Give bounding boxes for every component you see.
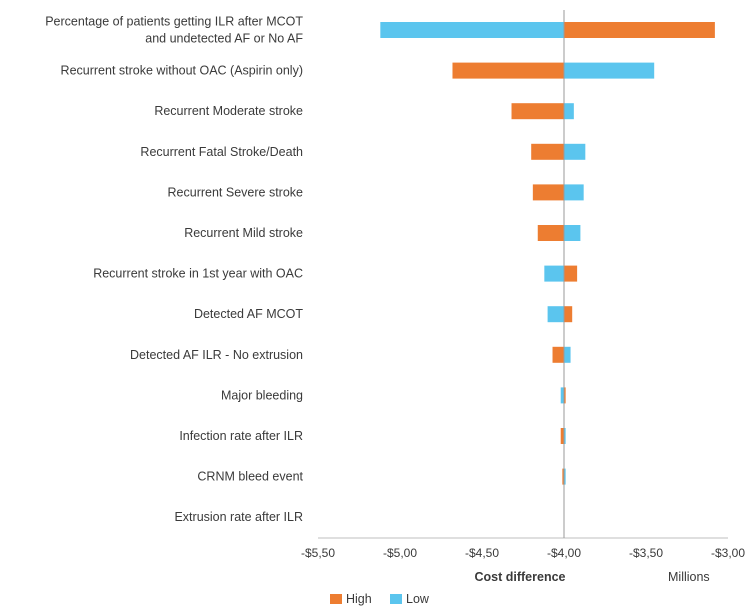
bar-low-11 [564,468,566,485]
x-tick-label-2: -$4,50 [465,546,499,560]
bar-low-10 [564,428,566,444]
legend: High Low [330,592,430,606]
category-label-9: Major bleeding [221,388,303,402]
bars-layer [380,22,715,526]
bar-high-3 [531,143,564,160]
legend-label-high: High [346,592,372,606]
x-tick-label-4: -$3,50 [629,546,663,560]
x-tick-label-5: -$3,00 [711,546,745,560]
legend-swatch-high [330,594,342,604]
bar-high-11 [562,468,564,485]
x-tick-labels: -$5,50 -$5,00 -$4,50 -$4,00 -$3,50 -$3,00 [301,546,745,560]
category-labels: Percentage of patients getting ILR after… [45,15,303,525]
bar-low-3 [564,143,586,160]
category-label-5: Recurrent Mild stroke [184,226,303,240]
bar-low-6 [544,265,564,282]
x-tick-label-3: -$4,00 [547,546,581,560]
bar-high-6 [564,265,578,282]
bar-low-4 [564,184,584,201]
legend-swatch-low [390,594,402,604]
category-label-7: Detected AF MCOT [194,307,303,321]
category-label-8: Detected AF ILR - No extrusion [130,348,303,362]
bar-low-1 [564,62,655,79]
category-label-6: Recurrent stroke in 1st year with OAC [93,267,303,281]
legend-label-low: Low [406,592,430,606]
bar-low-0 [380,22,564,38]
x-tick-label-1: -$5,00 [383,546,417,560]
bar-high-8 [552,346,564,363]
category-label-2: Recurrent Moderate stroke [154,104,303,118]
category-label-0: Percentage of patients getting ILR after… [45,15,303,46]
x-tick-label-0: -$5,50 [301,546,335,560]
bar-low-9 [560,387,564,404]
bar-high-0 [564,22,715,38]
x-axis-unit: Millions [668,570,710,584]
bar-low-8 [564,346,571,363]
category-label-4: Recurrent Severe stroke [168,185,304,199]
x-axis-title: Cost difference [475,570,566,584]
category-label-12: Extrusion rate after ILR [174,510,303,524]
bar-high-1 [452,62,564,79]
category-label-1: Recurrent stroke without OAC (Aspirin on… [61,64,303,78]
category-label-3: Recurrent Fatal Stroke/Death [140,145,303,159]
bar-low-5 [564,225,581,241]
bar-high-9 [564,387,566,404]
category-label-10: Infection rate after ILR [179,429,303,443]
bar-low-2 [564,103,574,120]
bar-low-7 [547,306,564,323]
category-label-11: CRNM bleed event [197,470,303,484]
bar-high-7 [564,306,573,323]
bar-high-2 [511,103,564,120]
bar-high-10 [560,428,564,444]
bar-high-4 [532,184,564,201]
bar-high-5 [537,225,564,241]
